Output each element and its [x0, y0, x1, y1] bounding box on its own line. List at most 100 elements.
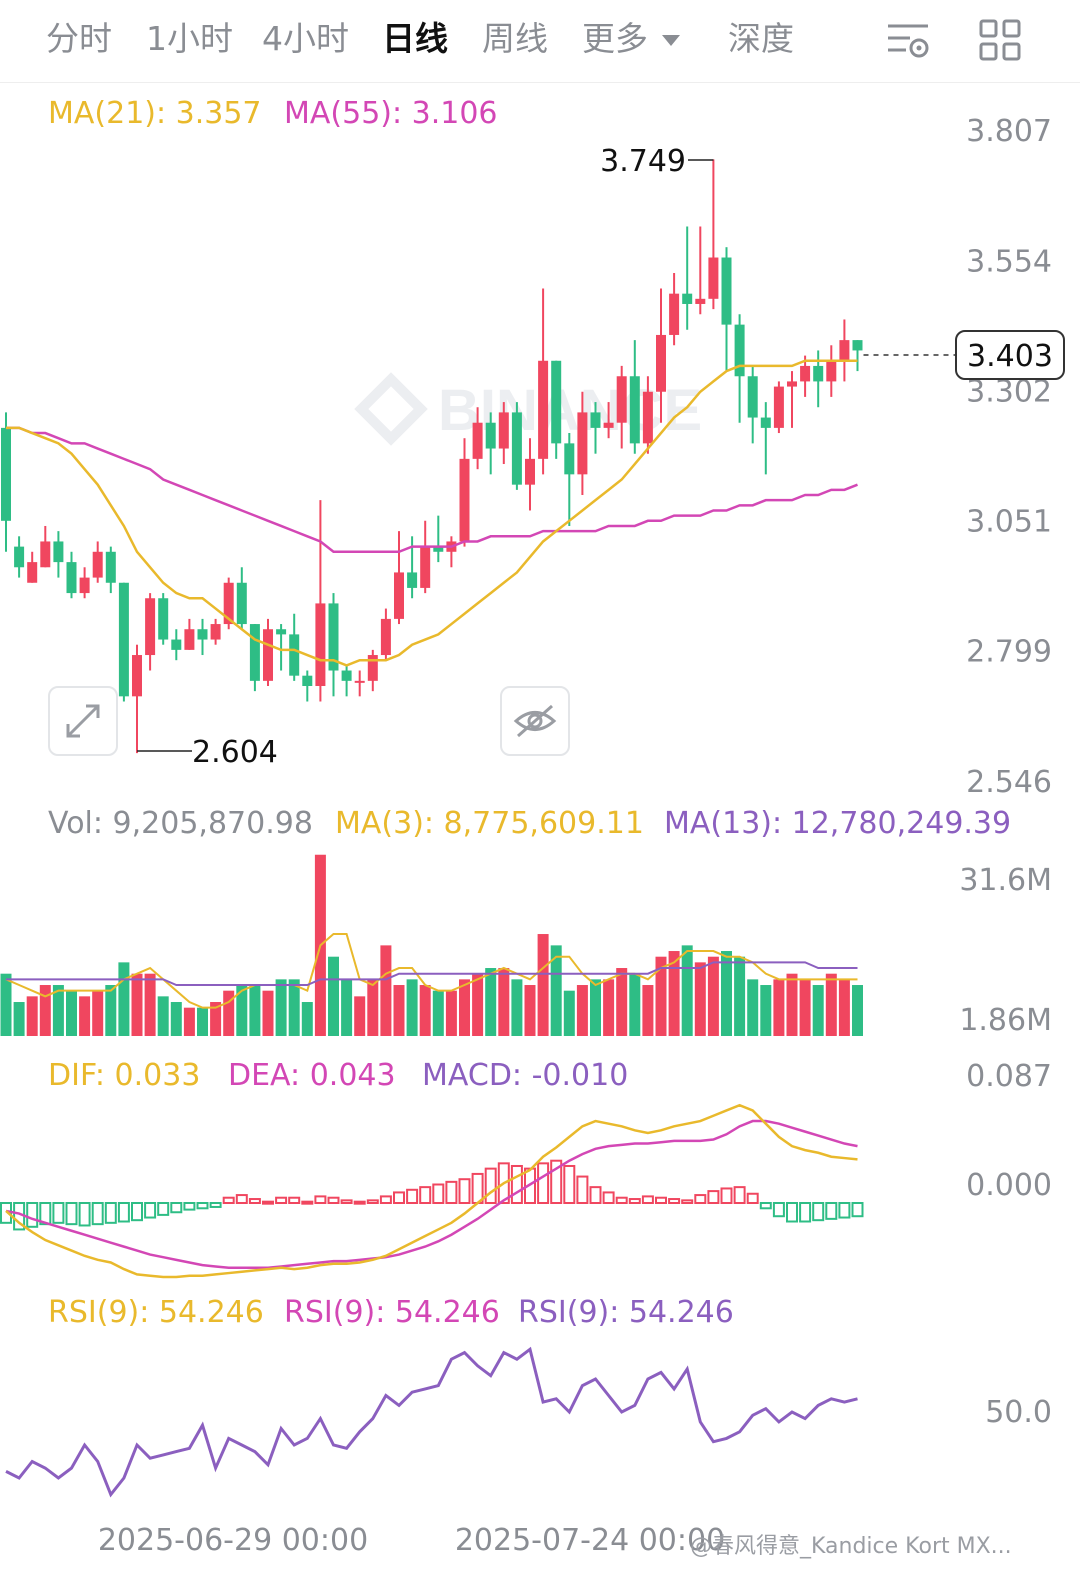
volume-ma3-legend: MA(3): 8,775,609.11 — [335, 806, 644, 841]
macd-max-tick: 0.087 — [966, 1059, 1052, 1094]
macd-histogram-bar — [170, 1202, 183, 1214]
volume-bar — [419, 985, 431, 1036]
volume-bar — [799, 979, 811, 1036]
volume-bar — [52, 985, 64, 1036]
candle-body — [14, 546, 25, 568]
candle-body — [800, 365, 811, 382]
tab-1h[interactable]: 1小时 — [146, 19, 233, 58]
volume-bar — [642, 985, 654, 1036]
candle-body — [407, 572, 418, 588]
volume-bar — [341, 979, 353, 1036]
tab-more[interactable]: 更多 — [582, 14, 680, 64]
macd-histogram-bar — [183, 1202, 196, 1211]
candle-body — [328, 603, 339, 671]
candle-body — [669, 293, 680, 335]
candle-body — [341, 670, 352, 681]
dif-legend: DIF: 0.033 — [48, 1058, 200, 1093]
macd-histogram-bar — [419, 1186, 432, 1205]
macd-histogram-bar — [772, 1202, 785, 1218]
volume-bar — [825, 973, 837, 1036]
volume-bar — [576, 985, 588, 1036]
tab-daily[interactable]: 日线 — [382, 19, 448, 58]
grid-layout-icon[interactable] — [976, 16, 1024, 64]
macd-zero-tick: 0.000 — [966, 1168, 1052, 1203]
volume-bar — [511, 979, 523, 1036]
volume-bar — [550, 945, 562, 1036]
candle-body — [420, 546, 431, 588]
volume-panel: 31.6M 1.86M — [0, 854, 1052, 1038]
candle-body — [682, 293, 693, 304]
candle-body — [485, 422, 496, 449]
tab-more-label: 更多 — [582, 19, 648, 58]
volume-bar — [747, 979, 759, 1036]
candle-body — [656, 334, 666, 392]
volume-bar — [603, 979, 615, 1036]
rsi-legend-1: RSI(9): 54.246 — [48, 1295, 264, 1330]
candle-body — [642, 391, 653, 444]
volume-ma13-legend: MA(13): 12,780,249.39 — [664, 806, 1011, 841]
candle-body — [734, 324, 745, 377]
volume-ma3-line — [5, 933, 858, 1009]
macd-histogram-bar — [628, 1198, 641, 1204]
candle-body — [760, 417, 771, 428]
candle-body — [197, 629, 208, 640]
expand-button[interactable] — [48, 686, 118, 756]
chevron-down-icon — [662, 35, 680, 46]
macd-histogram-bar — [550, 1159, 563, 1205]
macd-histogram-bar — [497, 1162, 510, 1205]
price-tick-label: 3.807 — [966, 114, 1052, 149]
volume-bar — [183, 1007, 195, 1036]
price-panel: 3.807 3.554 3.302 3.051 2.799 2.546 3.749 2.604 — [1, 114, 1052, 800]
candle-body — [813, 365, 824, 382]
candle-body — [302, 675, 313, 687]
macd-legend: MACD: -0.010 — [422, 1058, 628, 1093]
candle-body — [263, 629, 273, 681]
tab-minute[interactable]: 分时 — [46, 19, 112, 58]
price-tick-label: 2.546 — [966, 765, 1052, 800]
volume-bar — [734, 956, 746, 1036]
macd-histogram-bar — [537, 1162, 550, 1205]
volume-bar — [170, 1002, 182, 1036]
volume-bar — [197, 1007, 208, 1036]
candle-body — [787, 381, 797, 387]
hide-indicators-button[interactable] — [500, 686, 570, 756]
candle-body — [171, 639, 182, 650]
ma21-legend: MA(21): 3.357 — [48, 96, 262, 131]
tab-4h[interactable]: 4小时 — [262, 19, 349, 58]
candle-body — [616, 376, 627, 423]
tab-weekly[interactable]: 周线 — [482, 19, 548, 58]
macd-histogram-bar — [144, 1202, 157, 1219]
volume-bar — [707, 956, 719, 1036]
price-tick-label: 3.554 — [966, 245, 1052, 280]
candle-body — [629, 376, 640, 444]
macd-histogram-bar — [406, 1188, 419, 1205]
volume-bar — [236, 985, 248, 1036]
candle-body — [53, 541, 64, 563]
candle-body — [105, 551, 116, 583]
x-axis-label: 2025-07-24 00:00 — [455, 1523, 725, 1558]
volume-bar — [681, 945, 693, 1036]
volume-bar — [328, 956, 339, 1036]
expand-icon — [66, 704, 100, 738]
macd-histogram-bar — [340, 1199, 353, 1205]
macd-histogram-bar — [196, 1202, 209, 1210]
volume-bar — [79, 996, 91, 1036]
chart-settings-icon[interactable] — [884, 16, 932, 64]
macd-histogram-bar — [563, 1164, 576, 1205]
macd-histogram-bar — [694, 1194, 707, 1205]
volume-bar — [590, 979, 601, 1036]
volume-bar — [812, 985, 824, 1036]
candle-body — [158, 598, 169, 640]
volume-legend: Vol: 9,205,870.98 — [48, 806, 313, 841]
candle-body — [498, 412, 509, 449]
candle-body — [551, 360, 562, 444]
macd-histogram-bar — [458, 1178, 471, 1205]
macd-histogram-bar — [838, 1202, 851, 1219]
macd-histogram-bar — [641, 1195, 654, 1204]
candle-body — [1, 427, 11, 521]
volume-bar — [39, 985, 51, 1036]
candle-body — [538, 360, 549, 459]
tab-depth[interactable]: 深度 — [728, 19, 794, 58]
macd-histogram-bar — [366, 1199, 379, 1205]
